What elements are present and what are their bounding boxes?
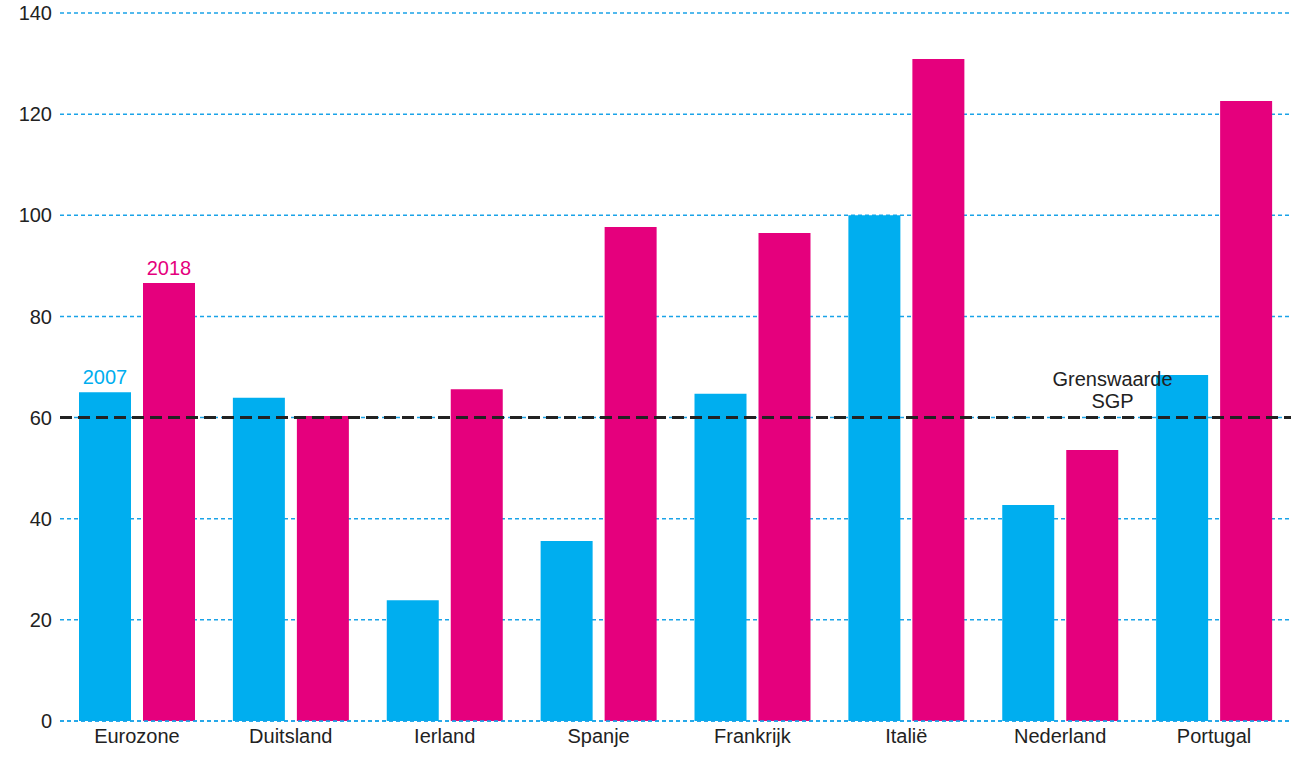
svg-text:140: 140 xyxy=(19,2,52,24)
svg-text:20: 20 xyxy=(30,609,52,631)
svg-text:Duitsland: Duitsland xyxy=(249,725,332,747)
svg-text:GrenswaardeSGP: GrenswaardeSGP xyxy=(1052,368,1172,412)
svg-text:2018: 2018 xyxy=(147,257,192,279)
svg-text:80: 80 xyxy=(30,306,52,328)
svg-text:2007: 2007 xyxy=(83,366,128,388)
svg-text:Frankrijk: Frankrijk xyxy=(714,725,792,747)
svg-text:60: 60 xyxy=(30,407,52,429)
svg-text:Spanje: Spanje xyxy=(567,725,629,747)
svg-text:0: 0 xyxy=(41,710,52,732)
svg-text:100: 100 xyxy=(19,204,52,226)
svg-text:Ierland: Ierland xyxy=(414,725,475,747)
svg-text:Portugal: Portugal xyxy=(1177,725,1252,747)
svg-text:120: 120 xyxy=(19,103,52,125)
svg-text:Italië: Italië xyxy=(885,725,927,747)
svg-text:Nederland: Nederland xyxy=(1014,725,1106,747)
svg-text:Eurozone: Eurozone xyxy=(94,725,180,747)
svg-text:40: 40 xyxy=(30,508,52,530)
